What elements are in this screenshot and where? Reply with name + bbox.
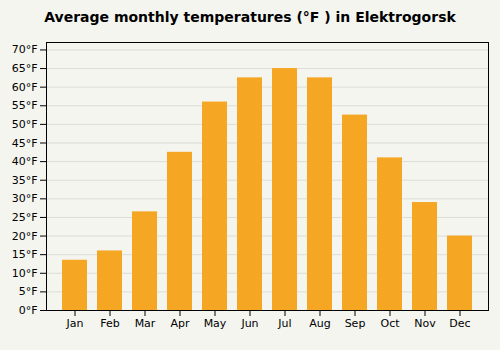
svg-text:Oct: Oct (380, 317, 400, 330)
svg-text:May: May (204, 317, 227, 330)
svg-text:Jul: Jul (277, 317, 291, 330)
svg-text:40°F: 40°F (12, 155, 38, 168)
svg-text:60°F: 60°F (12, 81, 38, 94)
svg-text:45°F: 45°F (12, 137, 38, 150)
svg-text:Sep: Sep (345, 317, 366, 330)
svg-text:Mar: Mar (135, 317, 156, 330)
svg-text:50°F: 50°F (12, 118, 38, 131)
svg-text:0°F: 0°F (19, 304, 38, 317)
svg-text:30°F: 30°F (12, 192, 38, 205)
svg-text:25°F: 25°F (12, 211, 38, 224)
svg-text:Feb: Feb (100, 317, 119, 330)
html-text:Average monthly temperatures (: Average monthly temperatures (°F ) in El… (44, 9, 456, 25)
svg-text:70°F: 70°F (12, 43, 38, 56)
svg-text:35°F: 35°F (12, 174, 38, 187)
svg-text:10°F: 10°F (12, 267, 38, 280)
svg-text:20°F: 20°F (12, 230, 38, 243)
svg-text:Jan: Jan (66, 317, 84, 330)
svg-text:55°F: 55°F (12, 99, 38, 112)
svg-text:Nov: Nov (414, 317, 436, 330)
svg-text:5°F: 5°F (19, 285, 38, 298)
svg-text:Aug: Aug (309, 317, 330, 330)
svg-text:65°F: 65°F (12, 62, 38, 75)
svg-text:Dec: Dec (449, 317, 470, 330)
svg-text:Jun: Jun (240, 317, 258, 330)
svg-text:Apr: Apr (170, 317, 190, 330)
svg-text:15°F: 15°F (12, 248, 38, 261)
